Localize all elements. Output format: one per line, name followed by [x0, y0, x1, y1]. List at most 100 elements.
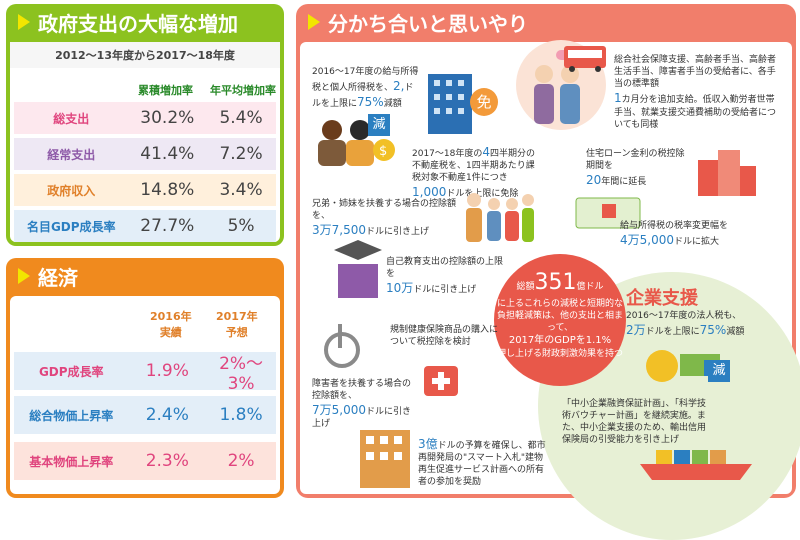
row-label: 基本物価上昇率: [29, 454, 114, 469]
text-block-health-insurance: 規制健康保険商品の購入について税控除を検討: [390, 325, 499, 348]
number: 2万: [626, 323, 646, 338]
text: 総合社会保障支援、高齢者手当、高齢者生活手当、障害者手当の受給者に、各手当の標準…: [614, 55, 777, 90]
envelope-icon: [575, 197, 641, 229]
sharing-header: 分かち合いと思いやり: [296, 4, 796, 40]
text: ドルを上限に: [312, 83, 414, 110]
people-icon: [318, 120, 374, 166]
row-value-2016: 2.4%: [145, 405, 189, 425]
row-value-cumulative: 27.7%: [140, 216, 195, 236]
number: 7万5,000: [312, 403, 366, 418]
exemption-badge-icon: 免: [470, 88, 498, 116]
text: ドルの予算を確保し、都市再開発局の"スマート入札"建物再生促進サービス計画への所…: [418, 441, 546, 488]
row-label: 経常支出: [47, 147, 96, 162]
col-head-2017: 2017年 予想: [216, 310, 258, 339]
text: 減額: [383, 99, 402, 110]
col-head-annual: 年平均増加率: [210, 84, 276, 97]
row-value-2016: 2.3%: [145, 451, 189, 471]
cargo-ship-icon: [640, 450, 752, 480]
text: 障害者を扶養する場合の控除額を、: [312, 379, 412, 402]
row-value-annual: 7.2%: [219, 144, 263, 164]
text: 総額: [516, 282, 535, 292]
row-value-2017: 1.8%: [219, 405, 263, 425]
text: 減額: [726, 327, 745, 338]
text: 四半期分の不動産税を、1四半期あたり課税対象不動産1件につき: [412, 149, 536, 184]
reduction-badge-icon: 減: [368, 114, 390, 136]
table-row: 経常支出 41.4% 7.2%: [14, 138, 276, 170]
medical-kit-icon: [424, 366, 458, 396]
elderly-couple-icon: [534, 50, 580, 124]
text: ドルに引き上げ: [413, 285, 477, 296]
economy-header: 経済: [6, 258, 284, 294]
number: 351: [534, 270, 577, 295]
text: 兄弟・姉妹を扶養する場合の控除額を、: [312, 199, 457, 222]
text-block-salary-tax: 給与所得税の税率変更幅を 4万5,000ドルに拡大: [620, 220, 770, 248]
text: 年間に延長: [601, 177, 647, 188]
economy-title: 経済: [38, 265, 78, 290]
economy-panel: 経済 2016年 実績 2017年 予想 GDP成長率 1.9% 2%～3% 総…: [6, 258, 284, 498]
text-block-sibling: 兄弟・姉妹を扶養する場合の控除額を、 3万7,500ドルに引き上げ: [312, 198, 472, 238]
number: 4万5,000: [620, 233, 674, 248]
text-block-sme-support: 「中小企業融資保証計画」、「科学技術バウチャー計画」を継続実施。また、中小企業支…: [562, 399, 707, 446]
table-row: 政府収入 14.8% 3.4%: [14, 174, 276, 206]
row-value-cumulative: 14.8%: [140, 180, 195, 200]
table-row: 名目GDP成長率 27.7% 5%: [14, 210, 276, 242]
triangle-icon: [18, 268, 30, 284]
number: 4: [482, 145, 490, 159]
old-building-icon: [360, 430, 410, 488]
number: 2,: [393, 79, 405, 94]
building-icon: [428, 74, 472, 134]
text: 2016～17年度の法人税も、: [626, 311, 742, 321]
row-value-cumulative: 41.4%: [140, 144, 195, 164]
number: 2017年のGDPを1.1%: [508, 335, 612, 347]
text: 押し上げる財政刺激効果を持つ: [496, 348, 623, 359]
number: 3億: [418, 437, 438, 451]
text: ドルに拡大: [674, 237, 720, 248]
number: 75%: [357, 95, 384, 110]
table-row: 総支出 30.2% 5.4%: [14, 102, 276, 134]
number: 20: [586, 173, 602, 188]
text: 2016～17年度の給与所得税と個人所得税を、: [312, 67, 419, 94]
number: 1: [614, 91, 622, 106]
bus-icon: [564, 46, 606, 72]
text: ドルを上限に: [645, 327, 700, 338]
text-block-building-renewal: 3億ドルの予算を確保し、都市再開発局の"スマート入札"建物再生促進サービス計画へ…: [418, 436, 546, 489]
text-block-disability: 障害者を扶養する場合の控除額を、 7万5,000ドルに引き上げ: [312, 378, 416, 431]
row-label: 政府収入: [47, 183, 96, 198]
svg-text:$: $: [379, 144, 387, 159]
text: 住宅ローン金利の税控除期間を: [586, 149, 685, 172]
gov-spending-body: 2012～13年度から2017～18年度 累積増加率 年平均増加率 総支出 30…: [10, 42, 280, 242]
wheelchair-icon: [324, 324, 360, 368]
text: 給与所得税の税率変更幅を: [620, 221, 729, 231]
triangle-icon: [308, 14, 320, 30]
col-head-2016: 2016年 実績: [150, 310, 192, 339]
row-label: GDP成長率: [38, 364, 104, 379]
table-row: 総合物価上昇率 2.4% 1.8%: [14, 396, 276, 434]
text: 億ドル: [576, 282, 604, 292]
coin-icon: $: [373, 139, 395, 161]
row-label: 名目GDP成長率: [26, 219, 116, 234]
row-label: 総合物価上昇率: [29, 408, 114, 423]
number: 10万: [386, 281, 414, 296]
text-block-mortgage: 住宅ローン金利の税控除期間を 20年間に延長: [586, 148, 690, 188]
number: 3万7,500: [312, 223, 366, 238]
gov-spending-title: 政府支出の大幅な増加: [38, 11, 238, 36]
row-value-annual: 5.4%: [219, 108, 263, 128]
row-value-annual: 5%: [227, 216, 255, 236]
number: 75%: [699, 323, 727, 338]
row-value-2017: 2%～3%: [219, 353, 264, 394]
text: 2017～18年度の: [412, 149, 483, 159]
number: 1,000: [412, 185, 447, 200]
sharing-title: 分かち合いと思いやり: [328, 11, 528, 36]
text: ドルに引き上げ: [366, 227, 430, 238]
gov-spending-panel: 政府支出の大幅な増加 2012～13年度から2017～18年度 累積増加率 年平…: [6, 4, 284, 246]
text: ドルを上限に免除: [446, 189, 519, 200]
text: ドルに引き上げ: [312, 407, 412, 430]
text-block-corporate-tax: 2016～17年度の法人税も、 2万ドルを上限に75%減額: [626, 310, 776, 338]
col-head-cumulative: 累積増加率: [138, 84, 193, 97]
text: に上るこれらの減税と短期的な負担軽減策は、他の支出と相まって、: [496, 298, 623, 333]
table-row: 基本物価上昇率 2.3% 2%: [14, 442, 276, 480]
family-icon: [466, 193, 534, 242]
reduction-badge-icon: 減: [708, 360, 730, 382]
total-relief-circle: 総額351億ドル に上るこれらの減税と短期的な負担軽減策は、他の支出と相まって、…: [494, 254, 626, 386]
period-label: 2012～13年度から2017～18年度: [10, 42, 280, 68]
